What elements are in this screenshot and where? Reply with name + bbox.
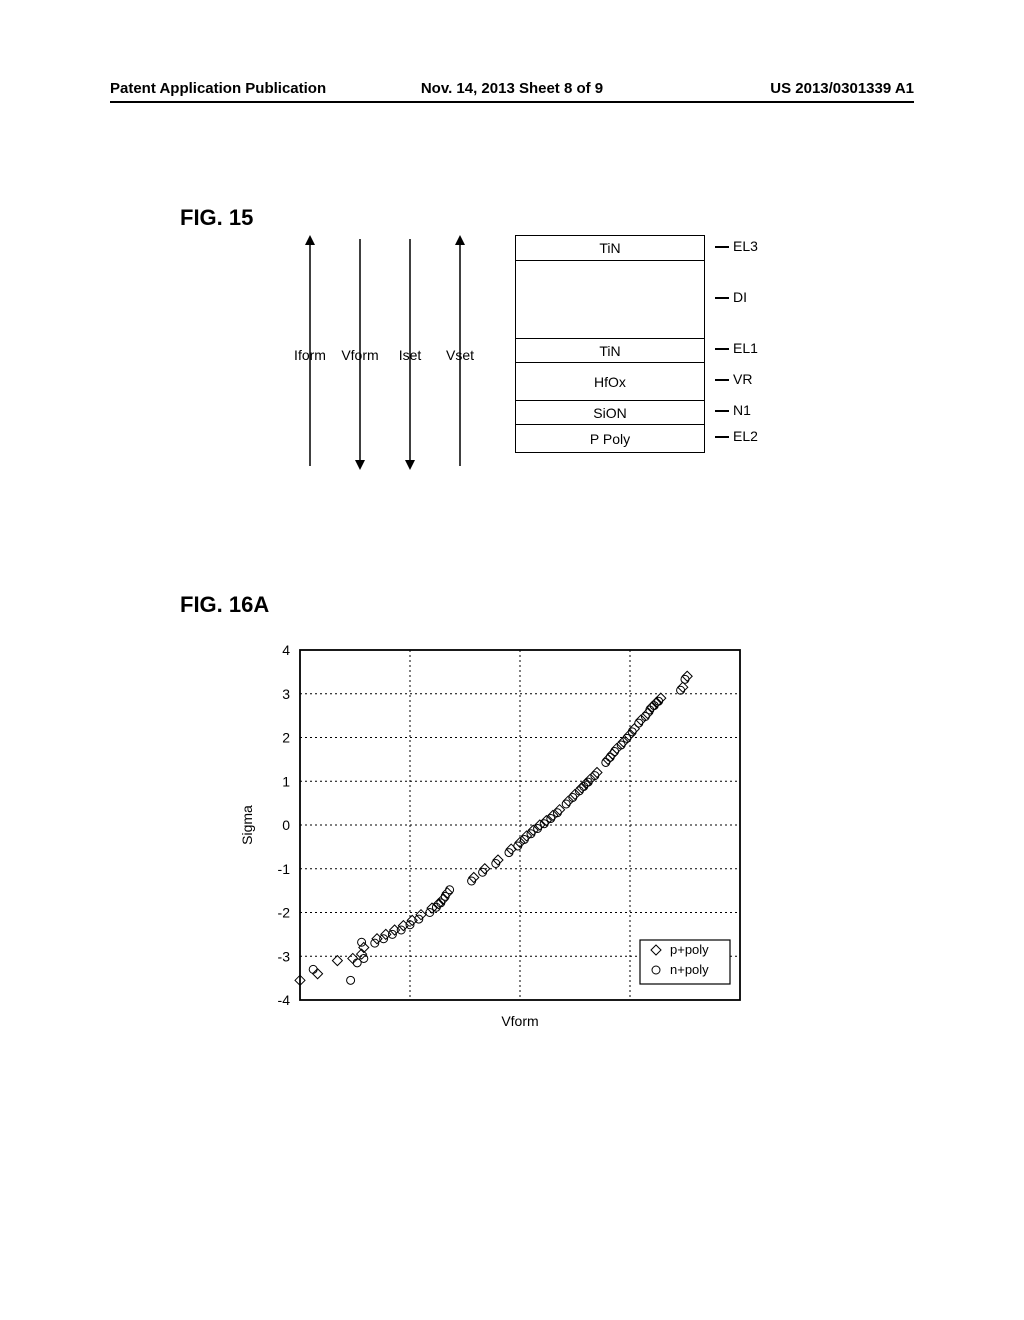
arrow-label: Iset <box>399 347 422 363</box>
svg-text:1: 1 <box>282 773 290 789</box>
arrow-label: Vset <box>446 347 474 363</box>
page-header: Patent Application Publication Nov. 14, … <box>110 80 914 103</box>
arrow-label: Iform <box>294 347 326 363</box>
arrow-col-iset: Iset <box>385 235 435 470</box>
figure-15-title: FIG. 15 <box>180 205 253 231</box>
callout-el2: EL2 <box>733 428 758 444</box>
callout-di: DI <box>733 289 747 305</box>
svg-text:p+poly: p+poly <box>670 942 709 957</box>
header-left: Patent Application Publication <box>110 80 378 97</box>
layer-n1: SiON <box>516 400 704 424</box>
svg-text:n+poly: n+poly <box>670 962 709 977</box>
layer-vr: HfOx <box>516 362 704 400</box>
callout-n1: N1 <box>733 402 751 418</box>
header-mid: Nov. 14, 2013 Sheet 8 of 9 <box>378 80 646 97</box>
arrow-label: Vform <box>341 347 378 363</box>
figure-15: IformVformIsetVsetEL3DIEL1VRN1EL2TiNTiNH… <box>285 235 845 470</box>
layer-el1: TiN <box>516 338 704 362</box>
svg-text:4: 4 <box>282 642 290 658</box>
scatter-plot: -4 -3 -2 -1 0 1 2 3 4 Sigma Vform p+poly n+poly <box>220 640 780 1060</box>
svg-text:-3: -3 <box>278 948 291 964</box>
layer-el3: TiN <box>516 236 704 260</box>
callout-vr: VR <box>733 371 752 387</box>
svg-text:2: 2 <box>282 730 290 746</box>
svg-text:Sigma: Sigma <box>239 805 255 845</box>
svg-text:-4: -4 <box>278 992 291 1008</box>
callout-el3: EL3 <box>733 238 758 254</box>
svg-text:Vform: Vform <box>501 1013 538 1029</box>
svg-text:0: 0 <box>282 817 290 833</box>
callout-el1: EL1 <box>733 340 758 356</box>
arrow-col-vform: Vform <box>335 235 385 470</box>
arrow-col-iform: Iform <box>285 235 335 470</box>
svg-text:-1: -1 <box>278 861 291 877</box>
header-right: US 2013/0301339 A1 <box>646 80 914 97</box>
figure-16a-title: FIG. 16A <box>180 592 269 618</box>
figure-16a: -4 -3 -2 -1 0 1 2 3 4 Sigma Vform p+poly n+poly <box>220 640 780 1060</box>
svg-text:3: 3 <box>282 686 290 702</box>
layer-el2: P Poly <box>516 424 704 452</box>
layer-di <box>516 260 704 338</box>
svg-text:-2: -2 <box>278 905 291 921</box>
layer-stack: TiNTiNHfOxSiONP Poly <box>515 235 705 453</box>
arrow-col-vset: Vset <box>435 235 485 470</box>
